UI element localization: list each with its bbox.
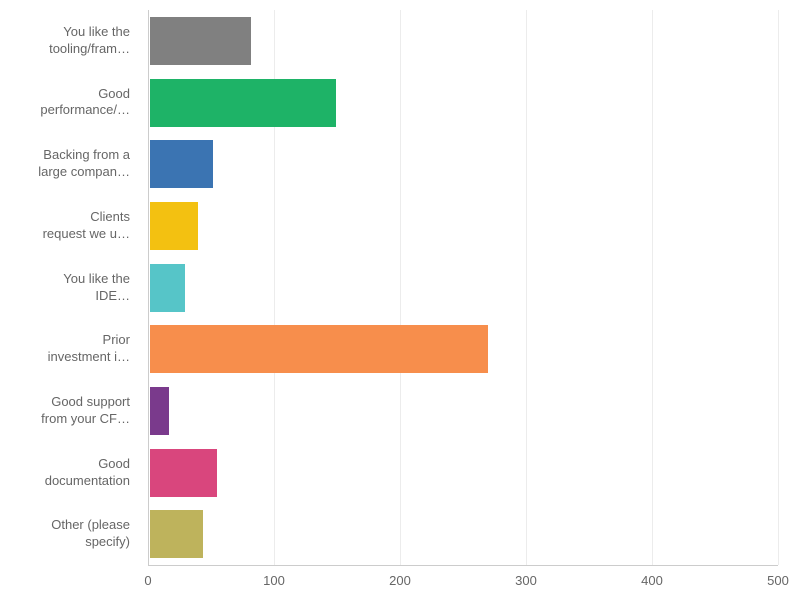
bar-row xyxy=(148,318,778,380)
y-axis-label-text: You like the IDE… xyxy=(63,271,130,305)
bar[interactable] xyxy=(150,449,217,497)
y-axis-label-text: Other (please specify) xyxy=(51,517,130,551)
x-axis: 0100200300400500 xyxy=(148,565,778,595)
bar-row xyxy=(148,442,778,504)
bar-row xyxy=(148,72,778,134)
bar[interactable] xyxy=(150,387,169,435)
y-axis-label: Clients request we u… xyxy=(0,195,130,257)
y-axis-label: Other (please specify) xyxy=(0,503,130,565)
y-axis-label: Good support from your CF… xyxy=(0,380,130,442)
y-axis-label: Prior investment i… xyxy=(0,318,130,380)
y-axis-label-text: Good performance/… xyxy=(40,86,130,120)
bar-row xyxy=(148,133,778,195)
y-axis-label: Good performance/… xyxy=(0,72,130,134)
bar-row xyxy=(148,380,778,442)
bar[interactable] xyxy=(150,17,251,65)
x-tick-label: 100 xyxy=(263,573,285,588)
y-axis-label: Backing from a large compan… xyxy=(0,133,130,195)
x-tick-label: 500 xyxy=(767,573,789,588)
x-tick-label: 300 xyxy=(515,573,537,588)
bar[interactable] xyxy=(150,202,198,250)
y-axis-label-text: Backing from a large compan… xyxy=(38,147,130,181)
y-axis-label-text: Good support from your CF… xyxy=(41,394,130,428)
bar[interactable] xyxy=(150,140,213,188)
y-axis-label-text: You like the tooling/fram… xyxy=(49,24,130,58)
y-axis-label-text: Good documentation xyxy=(45,456,130,490)
bar-row xyxy=(148,503,778,565)
x-tick-label: 0 xyxy=(144,573,151,588)
bar-chart: 0 100 200 300 400 500 You like the tooling/fr… xyxy=(0,10,792,600)
bar[interactable] xyxy=(150,510,203,558)
bar[interactable] xyxy=(150,264,185,312)
y-axis-label: You like the tooling/fram… xyxy=(0,10,130,72)
y-axis-label: You like the IDE… xyxy=(0,257,130,319)
bar[interactable] xyxy=(150,79,336,127)
x-tick-label: 200 xyxy=(389,573,411,588)
y-axis-label: Good documentation xyxy=(0,442,130,504)
bar[interactable] xyxy=(150,325,488,373)
plot-area xyxy=(148,10,778,565)
bar-row xyxy=(148,195,778,257)
y-axis-labels: You like the tooling/fram… Good performan… xyxy=(0,10,148,565)
y-axis-label-text: Clients request we u… xyxy=(43,209,130,243)
bar-row xyxy=(148,10,778,72)
x-tick-label: 400 xyxy=(641,573,663,588)
bar-row xyxy=(148,257,778,319)
y-axis-label-text: Prior investment i… xyxy=(48,332,130,366)
grid-line xyxy=(778,10,779,565)
